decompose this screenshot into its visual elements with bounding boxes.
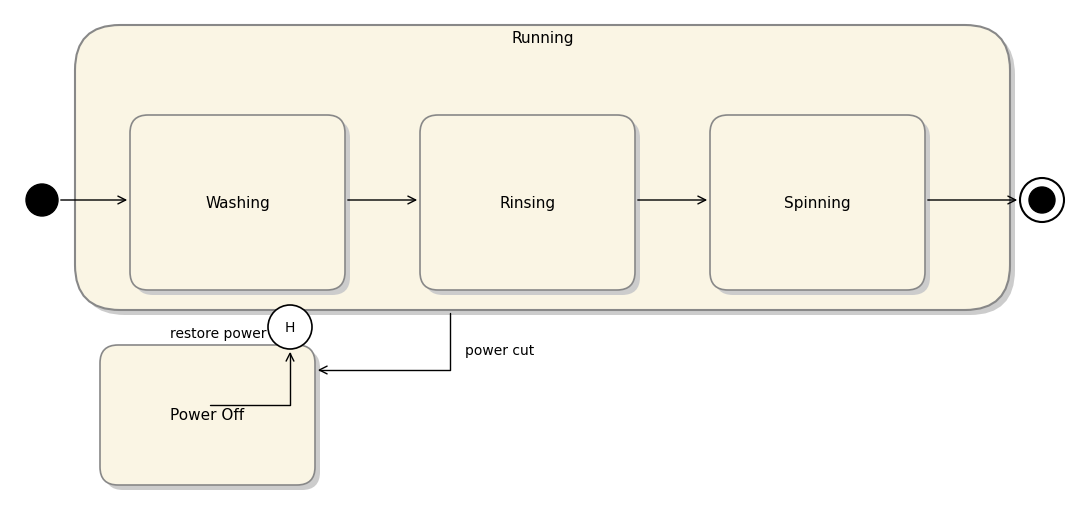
FancyBboxPatch shape (105, 350, 320, 490)
Circle shape (26, 185, 59, 217)
FancyBboxPatch shape (420, 116, 635, 290)
FancyBboxPatch shape (130, 116, 345, 290)
Text: Rinsing: Rinsing (500, 195, 556, 211)
Text: Washing: Washing (205, 195, 270, 211)
FancyBboxPatch shape (75, 26, 1010, 311)
FancyBboxPatch shape (715, 121, 930, 295)
Text: Spinning: Spinning (784, 195, 851, 211)
Text: Running: Running (512, 31, 573, 46)
FancyBboxPatch shape (136, 121, 350, 295)
Text: restore power: restore power (170, 326, 267, 340)
FancyBboxPatch shape (710, 116, 925, 290)
Circle shape (1029, 188, 1055, 214)
Circle shape (268, 306, 312, 349)
FancyBboxPatch shape (100, 345, 315, 485)
Text: Power Off: Power Off (170, 408, 245, 423)
Text: H: H (285, 320, 295, 334)
Text: power cut: power cut (465, 343, 534, 358)
Circle shape (1020, 179, 1064, 223)
FancyBboxPatch shape (425, 121, 640, 295)
FancyBboxPatch shape (80, 31, 1015, 316)
